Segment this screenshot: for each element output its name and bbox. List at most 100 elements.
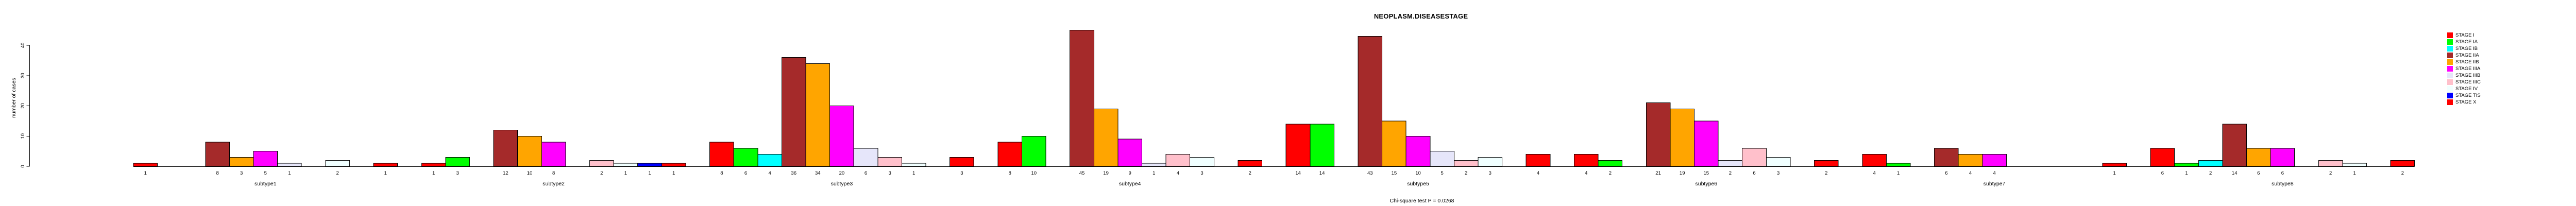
bar-value-label: 9 (1129, 170, 1131, 176)
bar-value-label: 14 (1319, 170, 1325, 176)
bar (325, 160, 350, 167)
bar-value-label: 19 (1680, 170, 1685, 176)
bar (1142, 163, 1166, 167)
bar-value-label: 5 (264, 170, 267, 176)
bar (229, 157, 254, 167)
legend-item: STAGE IV (2447, 85, 2481, 92)
legend-swatch (2447, 73, 2453, 78)
bar (493, 130, 518, 167)
bar-value-label: 43 (1367, 170, 1373, 176)
bar (373, 163, 398, 167)
bar (1958, 154, 1983, 167)
bar (805, 63, 831, 167)
bar (2198, 160, 2223, 167)
bar-value-label: 1 (648, 170, 651, 176)
bar (901, 163, 926, 167)
bar (2342, 163, 2367, 167)
bar-value-label: 3 (240, 170, 243, 176)
legend-swatch (2447, 79, 2453, 85)
legend-label: STAGE X (2455, 99, 2477, 105)
bar-value-label: 3 (456, 170, 459, 176)
bar (1814, 160, 1839, 167)
bar (613, 163, 638, 167)
bar-value-label: 2 (2209, 170, 2212, 176)
bar-value-label: 10 (527, 170, 533, 176)
legend-swatch (2447, 46, 2453, 52)
bar-value-label: 3 (888, 170, 891, 176)
bar (541, 142, 566, 167)
bar (253, 151, 278, 167)
bar-value-label: 2 (2329, 170, 2332, 176)
bar-value-label: 15 (1392, 170, 1397, 176)
bar (950, 157, 974, 167)
bar (1382, 121, 1406, 167)
bar (1405, 135, 1431, 167)
bar-value-label: 1 (672, 170, 675, 176)
legend-label: STAGE TIS (2455, 93, 2481, 98)
bar (1694, 121, 1719, 167)
legend-item: STAGE IA (2447, 39, 2481, 45)
bar (589, 160, 614, 167)
bar (709, 142, 734, 167)
bar (781, 57, 806, 167)
legend-item: STAGE IIB (2447, 59, 2481, 65)
bar (1766, 157, 1791, 167)
bar-value-label: 1 (912, 170, 915, 176)
bar (1430, 151, 1454, 167)
legend-label: STAGE IIIA (2455, 66, 2481, 72)
bar-value-label: 1 (144, 170, 147, 176)
bar-value-label: 1 (2185, 170, 2188, 176)
legend-item: STAGE IIIC (2447, 79, 2481, 85)
bar-value-label: 1 (1897, 170, 1900, 176)
bar-value-label: 20 (839, 170, 845, 176)
bar-value-label: 8 (1009, 170, 1011, 176)
y-tick-label: 30 (20, 73, 26, 78)
bar-value-label: 15 (1704, 170, 1709, 176)
bar (1886, 163, 1911, 167)
legend-label: STAGE IA (2455, 39, 2478, 45)
bar (2174, 163, 2199, 167)
bar-value-label: 1 (288, 170, 291, 176)
bar-value-label: 1 (624, 170, 627, 176)
bar (1022, 135, 1046, 167)
bar-value-label: 4 (1993, 170, 1995, 176)
bar (421, 163, 446, 167)
bar-value-label: 4 (1873, 170, 1875, 176)
bar-value-label: 6 (1945, 170, 1947, 176)
legend: STAGE I STAGE IA STAGE IB STAGE IIA STAGE II… (2447, 32, 2481, 106)
bar-value-label: 6 (2161, 170, 2164, 176)
bar (1117, 139, 1142, 167)
bar-value-label: 1 (1153, 170, 1155, 176)
bar-value-label: 1 (384, 170, 387, 176)
bar-value-label: 21 (1655, 170, 1661, 176)
bar-value-label: 12 (503, 170, 509, 176)
category-label: subtype3 (831, 181, 853, 187)
bar (1982, 154, 2007, 167)
bar-value-label: 2 (336, 170, 338, 176)
bar (1670, 108, 1694, 167)
bar (2150, 148, 2175, 167)
bar (1453, 160, 1479, 167)
bar (2390, 160, 2415, 167)
chi-square-caption: Chi-square test P = 0.0268 (1389, 198, 1454, 204)
bar (1165, 154, 1191, 167)
bar (661, 163, 686, 167)
bar-value-label: 19 (1103, 170, 1109, 176)
bar (829, 106, 854, 167)
category-label: subtype2 (543, 181, 565, 187)
bar-value-label: 3 (1200, 170, 1203, 176)
bar-value-label: 2 (1609, 170, 1612, 176)
y-tick-label: 10 (20, 133, 26, 139)
bar (205, 142, 230, 167)
legend-label: STAGE IIIB (2455, 73, 2481, 78)
category-label: subtype6 (1695, 181, 1717, 187)
bar-value-label: 36 (791, 170, 796, 176)
legend-swatch (2447, 99, 2453, 105)
bar-value-label: 6 (2281, 170, 2284, 176)
bar (1598, 160, 1623, 167)
bar-value-label: 8 (720, 170, 723, 176)
bar-value-label: 3 (1777, 170, 1780, 176)
bar-value-label: 45 (1079, 170, 1085, 176)
bar (2102, 163, 2127, 167)
